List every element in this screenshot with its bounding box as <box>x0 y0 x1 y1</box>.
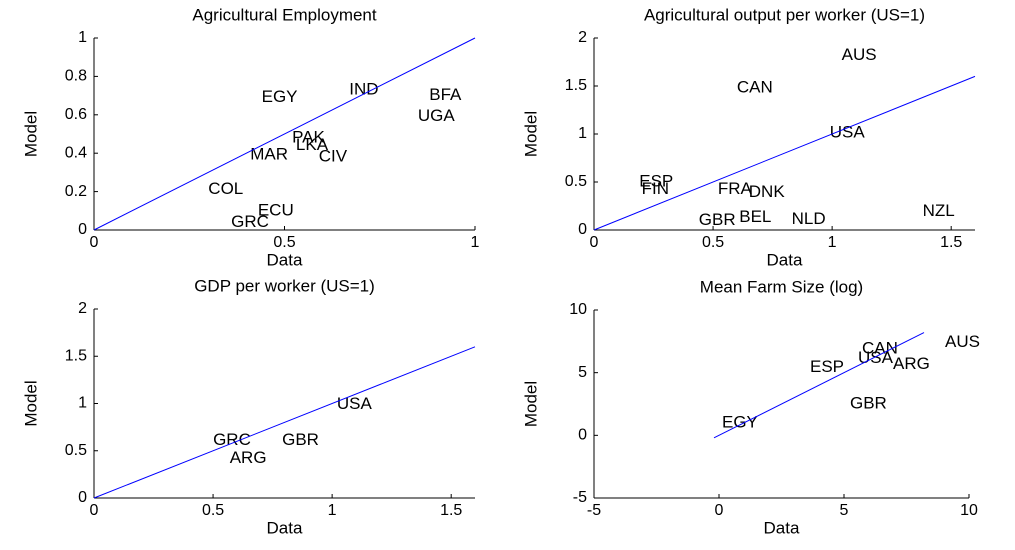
y-tick-label: 1 <box>578 125 587 142</box>
point-label: CAN <box>862 338 898 357</box>
chart-title: Agricultural Employment <box>192 5 377 24</box>
x-axis-label: Data <box>764 518 800 537</box>
x-tick-label: 0.5 <box>202 502 224 519</box>
x-tick-label: 1.5 <box>440 502 462 519</box>
point-label: CAN <box>737 77 773 96</box>
y-tick-label: -5 <box>573 489 587 506</box>
point-label: USA <box>337 394 373 413</box>
point-label: ECU <box>258 200 294 219</box>
x-tick-label: 0.5 <box>702 234 724 251</box>
y-tick-label: 2 <box>578 29 587 46</box>
chart-title: GDP per worker (US=1) <box>194 276 375 295</box>
point-label: PAK <box>292 127 325 146</box>
point-label: ARG <box>230 448 267 467</box>
x-tick-label: 0 <box>715 502 724 519</box>
point-label: BFA <box>429 85 462 104</box>
point-label: AUS <box>945 332 980 351</box>
point-label: NZL <box>923 201 955 220</box>
y-tick-label: 0 <box>578 427 587 444</box>
point-label: FRA <box>718 179 753 198</box>
x-tick-label: 1 <box>828 234 837 251</box>
x-tick-label: 5 <box>840 502 849 519</box>
point-label: MAR <box>250 145 288 164</box>
point-label: BEL <box>739 207 771 226</box>
y-axis-label: Model <box>21 380 40 426</box>
x-tick-label: 1.5 <box>940 234 962 251</box>
point-label: DNK <box>749 182 786 201</box>
x-axis-label: Data <box>767 250 803 269</box>
y-axis-label: Model <box>521 111 540 157</box>
point-label: ARG <box>893 354 930 373</box>
fit-line <box>713 332 925 439</box>
y-tick-label: 1.5 <box>565 77 587 94</box>
y-tick-label: 2 <box>78 300 87 317</box>
point-label: USA <box>830 123 866 142</box>
point-label: GBR <box>699 210 736 229</box>
y-tick-label: 1 <box>78 395 87 412</box>
x-tick-label: 1 <box>471 234 480 251</box>
y-tick-label: 1.5 <box>65 347 87 364</box>
point-label: LKA <box>296 135 329 154</box>
y-tick-label: 0.2 <box>65 183 87 200</box>
x-tick-label: 10 <box>960 502 978 519</box>
x-tick-label: 0 <box>90 502 99 519</box>
point-label: UGA <box>418 106 456 125</box>
y-tick-label: 0.6 <box>65 106 87 123</box>
x-tick-label: -5 <box>587 502 601 519</box>
fit-line <box>93 346 476 499</box>
x-tick-label: 0.5 <box>273 234 295 251</box>
y-tick-label: 0 <box>578 221 587 238</box>
point-label: NLD <box>792 209 826 228</box>
x-tick-label: 1 <box>328 502 337 519</box>
point-label: FIN <box>642 179 669 198</box>
point-label: GBR <box>282 430 319 449</box>
y-tick-label: 0 <box>78 489 87 506</box>
y-tick-label: 0 <box>78 221 87 238</box>
point-label: EGY <box>262 87 298 106</box>
chart-title: Agricultural output per worker (US=1) <box>644 5 925 24</box>
y-tick-label: 0.5 <box>565 173 587 190</box>
x-tick-label: 0 <box>90 234 99 251</box>
y-axis-label: Model <box>521 381 540 427</box>
point-label: CIV <box>319 147 348 166</box>
x-axis-label: Data <box>267 518 303 537</box>
y-tick-label: 1 <box>78 29 87 46</box>
y-tick-label: 0.4 <box>65 144 87 161</box>
point-label: ESP <box>639 171 673 190</box>
y-tick-label: 10 <box>569 301 587 318</box>
y-axis-label: Model <box>21 111 40 157</box>
point-label: EGY <box>722 412 758 431</box>
y-tick-label: 0.5 <box>65 442 87 459</box>
y-tick-label: 0.8 <box>65 68 87 85</box>
chart-title: Mean Farm Size (log) <box>700 277 863 296</box>
fit-line <box>593 75 976 231</box>
point-label: ESP <box>810 357 844 376</box>
point-label: GBR <box>850 393 887 412</box>
y-tick-label: 5 <box>578 364 587 381</box>
x-tick-label: 0 <box>590 234 599 251</box>
point-label: AUS <box>842 45 877 64</box>
point-label: COL <box>208 179 243 198</box>
fit-line <box>93 37 476 231</box>
point-label: IND <box>349 79 378 98</box>
point-label: GRC <box>231 212 269 231</box>
point-label: GRC <box>213 430 251 449</box>
x-axis-label: Data <box>267 250 303 269</box>
